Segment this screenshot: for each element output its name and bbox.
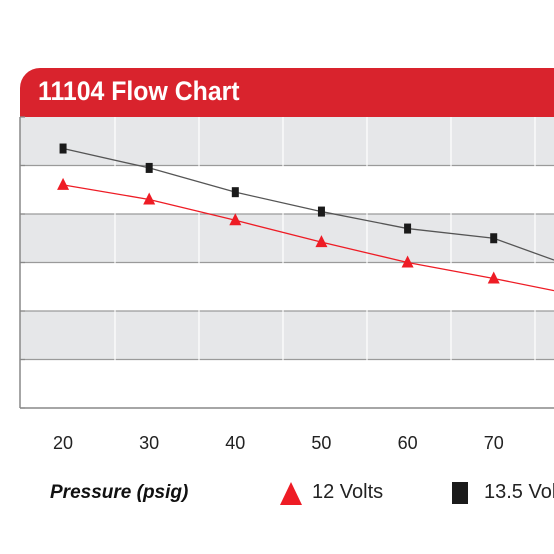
- plot-bands: [20, 117, 554, 408]
- point-13-5-volts: [59, 143, 67, 154]
- point-13-5-volts: [404, 223, 412, 234]
- series-markers: [57, 143, 500, 284]
- plot-gridlines: [20, 117, 554, 408]
- plot-axes: [19, 116, 554, 409]
- plot-band: [20, 117, 554, 166]
- x-tick-label: 40: [225, 433, 246, 453]
- point-12-volts: [229, 213, 242, 226]
- x-tick-label: 20: [53, 433, 74, 453]
- point-12-volts: [401, 255, 414, 268]
- legend-square-icon: [452, 482, 468, 504]
- plot-band: [20, 311, 554, 360]
- point-13-5-volts: [145, 162, 153, 173]
- legend-triangle-icon: [280, 482, 302, 505]
- x-tick-label: 60: [397, 433, 418, 453]
- point-13-5-volts: [317, 206, 325, 217]
- plot-band: [20, 262, 554, 311]
- plot-band: [20, 214, 554, 263]
- plot-band: [20, 165, 554, 214]
- x-tick-label: 50: [311, 433, 332, 453]
- x-axis-title: Pressure (psig): [50, 482, 189, 503]
- chart-title-bar: 11104 Flow Chart: [20, 68, 554, 117]
- x-tick-label: 70: [483, 433, 504, 453]
- plot-band: [20, 359, 554, 408]
- x-tick-label: 30: [139, 433, 160, 453]
- point-12-volts: [57, 177, 70, 190]
- legend-label-12-volts: 12 Volts: [312, 481, 384, 503]
- point-13-5-volts: [490, 233, 498, 244]
- point-13-5-volts: [231, 187, 239, 198]
- point-12-volts: [315, 235, 328, 248]
- point-12-volts: [487, 271, 500, 284]
- legend-label-13-5-volts: 13.5 Volts: [484, 481, 554, 503]
- point-12-volts: [143, 192, 156, 205]
- chart-title: 11104 Flow Chart: [38, 76, 240, 106]
